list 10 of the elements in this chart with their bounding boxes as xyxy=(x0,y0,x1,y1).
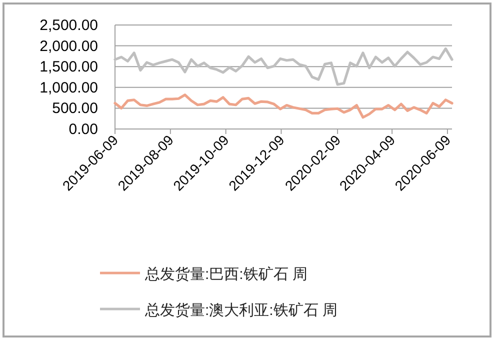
line-series xyxy=(114,94,454,119)
legend-label: 总发货量:澳大利亚:铁矿石 周 xyxy=(144,302,338,319)
y-tick-label: 1,500.00 xyxy=(40,58,98,76)
legend-label: 总发货量:巴西:铁矿石 周 xyxy=(144,266,308,283)
line-series xyxy=(114,47,454,86)
y-tick-label: 500.00 xyxy=(52,100,98,118)
y-tick-label: 1,000.00 xyxy=(40,79,98,96)
y-tick-label: 2,000.00 xyxy=(40,38,98,55)
y-tick-label: 0.00 xyxy=(68,121,98,138)
y-tick-label: 2,500.00 xyxy=(40,17,98,34)
